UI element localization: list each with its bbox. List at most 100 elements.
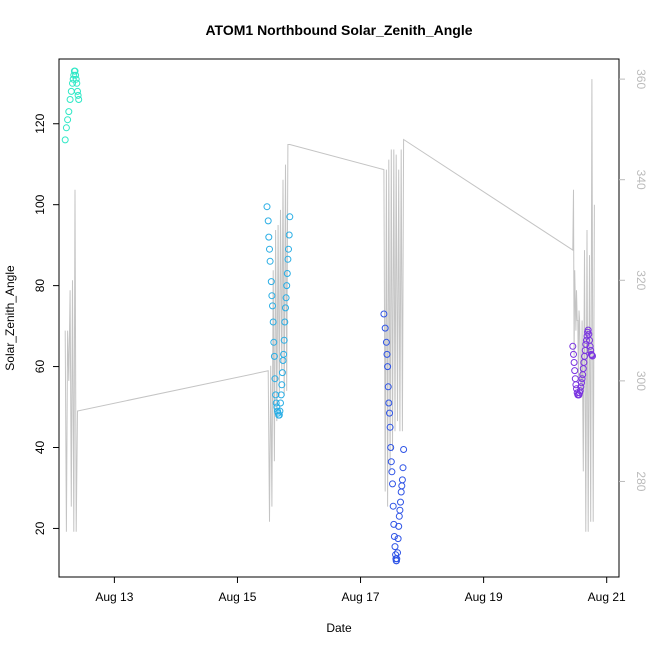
plot-frame bbox=[58, 58, 620, 578]
secondary-series-line bbox=[64, 79, 595, 532]
data-point bbox=[285, 231, 293, 239]
data-point bbox=[587, 350, 595, 358]
data-point bbox=[263, 203, 271, 211]
y-tick-label: 20 bbox=[33, 521, 47, 535]
data-point bbox=[72, 71, 80, 79]
data-point bbox=[397, 498, 404, 506]
x-axis: Aug 13 Aug 15 Aug 17 Aug 19 Aug 21 bbox=[95, 577, 626, 604]
data-point bbox=[282, 304, 289, 312]
data-point bbox=[281, 318, 289, 326]
data-point bbox=[69, 79, 76, 87]
data-point bbox=[396, 506, 404, 514]
data-point bbox=[72, 75, 80, 83]
data-point bbox=[277, 391, 285, 399]
y2-axis: 280 300 320 340 360 bbox=[619, 69, 648, 492]
data-point bbox=[278, 369, 286, 377]
data-point bbox=[269, 318, 277, 326]
data-point bbox=[265, 233, 273, 241]
data-point bbox=[582, 340, 590, 348]
data-point bbox=[268, 292, 276, 300]
data-point bbox=[266, 257, 274, 265]
y-tick-label: 120 bbox=[33, 113, 47, 133]
data-point bbox=[395, 522, 403, 530]
x-axis-label: Date bbox=[326, 621, 352, 635]
data-point bbox=[584, 326, 592, 334]
data-point bbox=[394, 535, 402, 543]
data-point bbox=[383, 350, 391, 358]
data-point bbox=[74, 91, 82, 99]
data-point bbox=[65, 108, 73, 116]
data-point bbox=[387, 458, 395, 466]
x-tick-label: Aug 21 bbox=[588, 590, 626, 604]
data-point bbox=[569, 342, 577, 350]
x-tick-label: Aug 13 bbox=[95, 590, 133, 604]
data-point bbox=[283, 270, 291, 277]
y-tick-label: 100 bbox=[33, 194, 47, 214]
data-point bbox=[278, 381, 286, 389]
data-point bbox=[391, 543, 399, 551]
data-point bbox=[394, 549, 401, 557]
data-point bbox=[399, 464, 407, 472]
x-tick-label: Aug 15 bbox=[218, 590, 256, 604]
points-layer bbox=[61, 67, 596, 565]
data-point bbox=[283, 282, 291, 290]
data-point bbox=[387, 444, 395, 451]
data-point bbox=[284, 255, 292, 263]
data-point bbox=[271, 375, 279, 383]
y-tick-label: 80 bbox=[33, 279, 47, 293]
data-point bbox=[586, 342, 594, 350]
data-point bbox=[269, 302, 276, 310]
data-point bbox=[267, 278, 275, 286]
data-point bbox=[282, 294, 290, 302]
data-point bbox=[264, 217, 272, 225]
data-point bbox=[266, 245, 273, 253]
data-point bbox=[275, 411, 283, 419]
data-point bbox=[384, 383, 392, 391]
y-tick-label: 60 bbox=[33, 360, 47, 374]
data-point bbox=[382, 338, 390, 346]
y-tick-label: 40 bbox=[33, 441, 47, 455]
data-point bbox=[388, 468, 396, 476]
data-point bbox=[61, 136, 69, 144]
data-point bbox=[66, 96, 74, 103]
data-point bbox=[386, 409, 393, 417]
data-point bbox=[589, 352, 596, 360]
data-point bbox=[386, 423, 394, 431]
data-point bbox=[570, 350, 577, 358]
data-point bbox=[277, 399, 284, 407]
data-point bbox=[71, 67, 79, 75]
y2-tick-label: 340 bbox=[634, 170, 648, 190]
data-point bbox=[571, 367, 579, 375]
data-point bbox=[272, 399, 280, 407]
data-point bbox=[578, 379, 585, 387]
data-point bbox=[62, 124, 70, 132]
secondary-line-layer bbox=[64, 79, 595, 532]
data-point bbox=[276, 407, 284, 415]
data-point bbox=[286, 213, 294, 221]
data-point bbox=[285, 245, 292, 253]
data-point bbox=[390, 533, 398, 540]
data-point bbox=[384, 363, 392, 371]
data-point bbox=[400, 446, 408, 453]
y-axis-label: Solar_Zenith_Angle bbox=[3, 265, 17, 371]
y2-tick-label: 300 bbox=[634, 371, 648, 391]
data-point bbox=[381, 324, 389, 332]
y2-tick-label: 320 bbox=[634, 270, 648, 290]
data-point bbox=[280, 350, 288, 358]
data-point bbox=[577, 383, 585, 391]
data-point bbox=[588, 351, 596, 359]
data-point bbox=[578, 375, 586, 383]
data-point bbox=[389, 480, 396, 488]
data-point bbox=[75, 96, 83, 103]
data-point bbox=[270, 338, 278, 346]
data-point bbox=[64, 116, 72, 124]
data-point bbox=[270, 352, 278, 360]
data-point bbox=[389, 502, 397, 510]
y2-tick-label: 280 bbox=[634, 471, 648, 491]
data-point bbox=[385, 399, 393, 407]
data-point bbox=[570, 359, 578, 366]
x-tick-label: Aug 19 bbox=[465, 590, 503, 604]
y-axis: 20 40 60 80 100 120 bbox=[33, 113, 59, 535]
